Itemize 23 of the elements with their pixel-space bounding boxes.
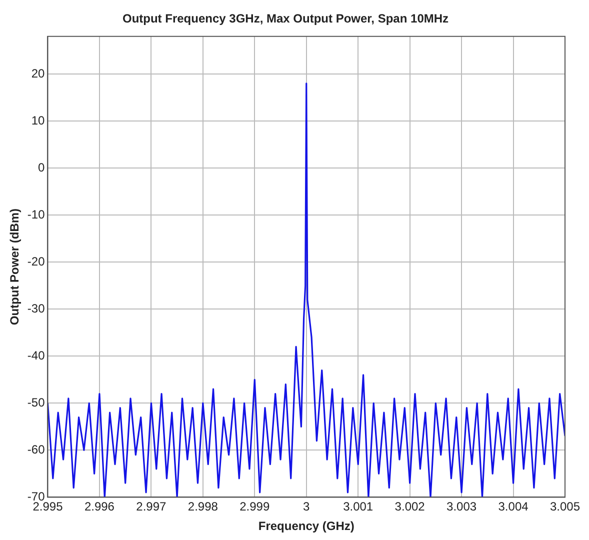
x-tick-label: 3.005 <box>550 500 580 514</box>
x-tick-label: 2.996 <box>84 500 115 514</box>
y-tick-label: -60 <box>27 442 46 456</box>
x-tick-label: 2.995 <box>32 500 64 514</box>
x-tick-label: 3 <box>303 500 310 514</box>
y-tick-label: -50 <box>27 395 46 410</box>
x-tick-label: 2.999 <box>240 500 270 514</box>
x-tick-label: 3.003 <box>446 500 477 514</box>
y-tick-label: -40 <box>27 348 46 362</box>
y-tick-label: 10 <box>31 113 46 128</box>
x-tick-label: 3.002 <box>394 500 426 514</box>
y-tick-label: 0 <box>38 160 46 174</box>
x-tick-label: 2.997 <box>136 500 167 514</box>
x-axis-title: Frequency (GHz) <box>258 519 354 534</box>
x-tick-label: 2.998 <box>188 500 218 514</box>
x-tick-label: 3.001 <box>343 500 374 514</box>
y-tick-label: -10 <box>27 207 46 222</box>
y-tick-label: -30 <box>27 301 46 316</box>
y-tick-label: -20 <box>27 254 46 268</box>
y-tick-label: 20 <box>31 66 46 80</box>
chart-title: Output Frequency 3GHz, Max Output Power, Span 10MHz <box>122 12 449 26</box>
y-axis-title: Output Power (dBm) <box>8 208 22 326</box>
x-tick-label: 3.004 <box>498 500 529 514</box>
